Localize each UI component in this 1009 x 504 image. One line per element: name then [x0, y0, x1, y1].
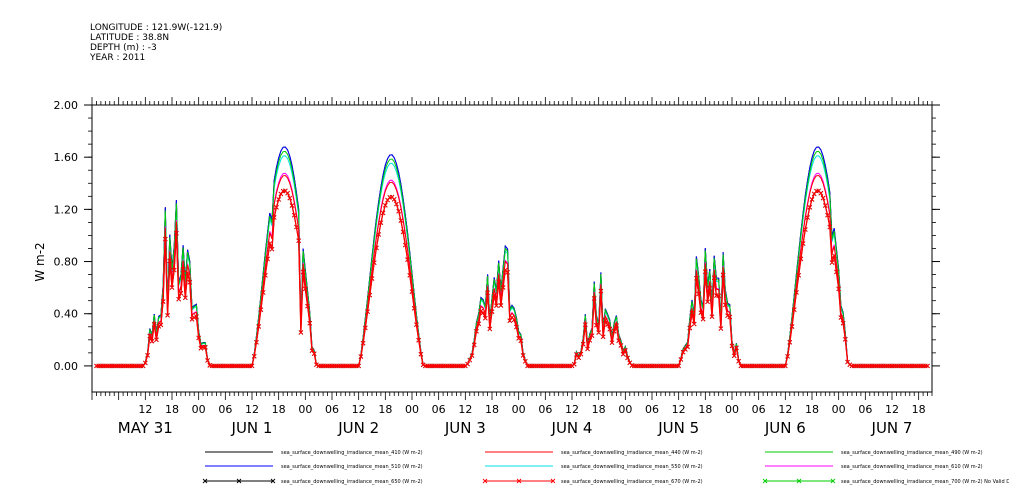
header-year: YEAR : 2011	[89, 53, 145, 63]
legend-label: sea_surface_downwelling_irradiance_mean_…	[841, 464, 983, 470]
legend-marker	[516, 478, 522, 484]
y-axis-label: W m-2	[33, 242, 47, 281]
x-hour-label: 12	[885, 403, 899, 416]
header-latitude: LATITUDE : 38.8N	[90, 33, 169, 43]
y-tick-label: 0.40	[54, 308, 79, 321]
x-axis-ticks	[91, 97, 933, 400]
y-tick-label: 2.00	[54, 99, 79, 112]
legend-marker	[830, 478, 836, 484]
x-hour-label: 06	[645, 403, 659, 416]
header-longitude: LONGITUDE : 121.9W(-121.9)	[90, 23, 222, 33]
legend-label: sea_surface_downwelling_irradiance_mean_…	[281, 479, 423, 485]
x-hour-label: 12	[245, 403, 259, 416]
x-date-label: JUN 7	[871, 419, 913, 437]
x-hour-label: 00	[298, 403, 312, 416]
legend-label: sea_surface_downwelling_irradiance_mean_…	[841, 450, 983, 456]
x-date-label: JUN 1	[231, 419, 273, 437]
legend-label: sea_surface_downwelling_irradiance_mean_…	[281, 464, 423, 470]
legend-marker	[236, 478, 242, 484]
x-date-label: JUN 2	[337, 419, 379, 437]
legend-label: sea_surface_downwelling_irradiance_mean_…	[561, 479, 703, 485]
x-hour-label: 06	[325, 403, 339, 416]
legend-marker	[550, 478, 556, 484]
x-date-label: JUN 4	[551, 419, 593, 437]
x-hour-label: 00	[512, 403, 526, 416]
series-markers	[94, 188, 930, 369]
header-block: LONGITUDE : 121.9W(-121.9) LATITUDE : 38…	[89, 23, 222, 63]
x-hour-label: 18	[378, 403, 392, 416]
x-hour-label: 06	[752, 403, 766, 416]
x-hour-label: 00	[618, 403, 632, 416]
series-line	[96, 146, 928, 367]
series-line	[96, 150, 928, 367]
legend-label: sea_surface_downwelling_irradiance_mean_…	[841, 479, 1009, 485]
x-hour-label: 18	[592, 403, 606, 416]
y-tick-label: 0.00	[54, 360, 79, 373]
x-hour-label: 00	[192, 403, 206, 416]
legend-label: sea_surface_downwelling_irradiance_mean_…	[281, 450, 423, 456]
series-markers	[94, 188, 930, 369]
series-line	[96, 146, 928, 367]
y-tick-label: 1.20	[54, 203, 79, 216]
legend: sea_surface_downwelling_irradiance_mean_…	[202, 450, 1009, 485]
x-date-label: JUN 5	[657, 419, 699, 437]
x-date-label: JUN 3	[444, 419, 486, 437]
x-hour-label: 12	[778, 403, 792, 416]
x-hour-label: 18	[912, 403, 926, 416]
x-hour-label: 12	[672, 403, 686, 416]
legend-marker	[762, 478, 768, 484]
x-hour-label: 00	[832, 403, 846, 416]
series-line	[96, 174, 928, 367]
x-hour-label: 12	[458, 403, 472, 416]
x-date-label: MAY 31	[118, 419, 173, 437]
x-hour-label: 06	[858, 403, 872, 416]
x-hour-label: 06	[538, 403, 552, 416]
legend-label: sea_surface_downwelling_irradiance_mean_…	[561, 464, 703, 470]
x-hour-label: 12	[565, 403, 579, 416]
x-date-label: JUN 6	[764, 419, 806, 437]
series-line	[96, 172, 928, 367]
legend-marker	[202, 478, 208, 484]
x-hour-label: 18	[485, 403, 499, 416]
y-tick-label: 1.60	[54, 151, 79, 164]
x-hour-label: 18	[165, 403, 179, 416]
x-hour-label: 00	[725, 403, 739, 416]
x-hour-label: 00	[405, 403, 419, 416]
x-hour-label: 18	[698, 403, 712, 416]
x-hour-label: 12	[138, 403, 152, 416]
legend-marker	[270, 478, 276, 484]
legend-label: sea_surface_downwelling_irradiance_mean_…	[561, 450, 703, 456]
x-hour-label: 18	[272, 403, 286, 416]
x-hour-label: 06	[218, 403, 232, 416]
plot-area: 0.00 0.40 0.80 1.20 1.60 2.00 12 18 00 06 12 18 00 06…	[54, 97, 940, 437]
legend-marker	[482, 478, 488, 484]
x-hour-label: 12	[352, 403, 366, 416]
x-hour-label: 06	[432, 403, 446, 416]
header-depth: DEPTH (m) : -3	[90, 43, 157, 53]
plot-frame	[91, 104, 933, 393]
legend-marker	[796, 478, 802, 484]
y-tick-label: 0.80	[54, 256, 79, 269]
x-hour-label: 18	[805, 403, 819, 416]
